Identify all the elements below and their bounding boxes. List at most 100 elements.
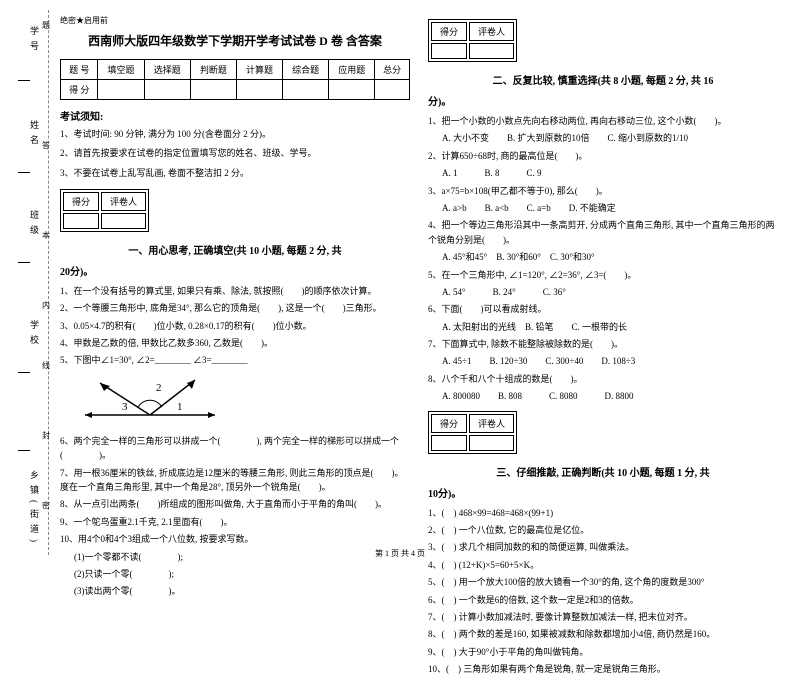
q2-4: 4、把一个等边三角形沿其中一条高剪开, 分成两个直角三角形, 其中一个直角三角形… bbox=[428, 218, 778, 247]
side-label-id: 学号 bbox=[28, 26, 41, 56]
right-column: 得分 评卷人 二、反复比较, 慎重选择(共 8 小题, 每题 2 分, 共 16… bbox=[428, 15, 778, 680]
cell bbox=[98, 80, 144, 100]
q3-9: 9、( ) 大于90°小于平角的角叫做钝角。 bbox=[428, 645, 778, 659]
q3-8: 8、( ) 两个数的差是160, 如果被减数和除数都增加小4倍, 商仍然是160… bbox=[428, 627, 778, 641]
q1-3: 3、0.05×4.7的积有( )位小数, 0.28×0.17的积有( )位小数。 bbox=[60, 319, 410, 333]
angle-label-3: 3 bbox=[122, 401, 128, 413]
angle-diagram: 1 2 3 bbox=[80, 375, 220, 425]
dashed-line bbox=[48, 10, 49, 555]
side-label-class: 班级 bbox=[28, 210, 41, 240]
q2-5: 5、在一个三角形中, ∠1=120°, ∠2=36°, ∠3=( )。 bbox=[428, 268, 778, 282]
section1-title: 一、用心思考, 正确填空(共 10 小题, 每题 2 分, 共 bbox=[60, 242, 410, 257]
q2-1: 1、把一个小数的小数点先向右移动两位, 再向右移动三位, 这个小数( )。 bbox=[428, 114, 778, 128]
th: 应用题 bbox=[329, 60, 375, 80]
q2-7: 7、下面算式中, 除数不能整除被除数的是( )。 bbox=[428, 337, 778, 351]
score-label: 得分 bbox=[431, 414, 467, 433]
th: 填空题 bbox=[98, 60, 144, 80]
page-footer: 第 1 页 共 4 页 bbox=[0, 548, 800, 559]
q2-3-opt: A. a>b B. a<b C. a=b D. 不能确定 bbox=[428, 201, 778, 215]
q3-2: 2、( ) 一个八位数, 它的最高位是亿位。 bbox=[428, 523, 778, 537]
angle-label-1: 1 bbox=[177, 401, 183, 413]
q3-7: 7、( ) 计算小数加减法时, 要像计算整数加减法一样, 把末位对齐。 bbox=[428, 610, 778, 624]
q2-2-opt: A. 1 B. 8 C. 9 bbox=[428, 166, 778, 180]
q2-7-opt: A. 45÷1 B. 120÷30 C. 300÷40 D. 108÷3 bbox=[428, 354, 778, 368]
th: 判断题 bbox=[190, 60, 236, 80]
cell bbox=[431, 43, 467, 59]
q1-4: 4、甲数是乙数的倍, 甲数比乙数多360, 乙数是( )。 bbox=[60, 336, 410, 350]
notice-item: 1、考试时间: 90 分钟, 满分为 100 分(含卷面分 2 分)。 bbox=[60, 127, 410, 142]
angle-label-2: 2 bbox=[156, 382, 162, 394]
score-table: 题 号 填空题 选择题 判断题 计算题 综合题 应用题 总分 得 分 bbox=[60, 59, 410, 100]
th: 题 号 bbox=[61, 60, 98, 80]
cell bbox=[190, 80, 236, 100]
notice-item: 3、不要在试卷上乱写乱画, 卷面不整洁扣 2 分。 bbox=[60, 166, 410, 181]
q3-1: 1、( ) 468×99=468=468×(99+1) bbox=[428, 506, 778, 520]
notice-item: 2、请首先按要求在试卷的指定位置填写您的姓名、班级、学号。 bbox=[60, 146, 410, 161]
score-box: 得分 评卷人 bbox=[428, 411, 517, 454]
side-line bbox=[18, 80, 30, 81]
cell bbox=[144, 80, 190, 100]
side-line bbox=[18, 172, 30, 173]
q1-10c: (3)读出两个零( )。 bbox=[60, 584, 410, 598]
q1-8: 8、从一点引出两条( )所组成的图形叫做角, 大于直角而小于平角的角叫( )。 bbox=[60, 497, 410, 511]
section1-cont: 20分)。 bbox=[60, 263, 410, 278]
score-label: 得分 bbox=[63, 192, 99, 211]
cell bbox=[283, 80, 329, 100]
q1-7: 7、用一根36厘米的铁丝, 折成底边是12厘米的等腰三角形, 则此三角形的顶点是… bbox=[60, 466, 410, 495]
th: 总分 bbox=[375, 60, 410, 80]
q2-5-opt: A. 54° B. 24° C. 36° bbox=[428, 285, 778, 299]
secret-label: 绝密★启用前 bbox=[60, 15, 410, 26]
left-column: 绝密★启用前 西南师大版四年级数学下学期开学考试试卷 D 卷 含答案 题 号 填… bbox=[60, 15, 410, 680]
cell bbox=[469, 43, 514, 59]
cell bbox=[101, 213, 146, 229]
q2-6-opt: A. 太阳射出的光线 B. 铅笔 C. 一根带的长 bbox=[428, 320, 778, 334]
q1-6: 6、两个完全一样的三角形可以拼成一个( ), 两个完全一样的梯形可以拼成一个( … bbox=[60, 434, 410, 463]
score-label: 得分 bbox=[431, 22, 467, 41]
q3-6: 6、( ) 一个数是6的倍数, 这个数一定是2和3的倍数。 bbox=[428, 593, 778, 607]
seal-char: 封 bbox=[42, 430, 50, 441]
th: 计算题 bbox=[236, 60, 282, 80]
q1-2: 2、一个等腰三角形中, 底角是34°, 那么它的顶角是( ), 这是一个( )三… bbox=[60, 301, 410, 315]
q2-6: 6、下面( )可以看成射线。 bbox=[428, 302, 778, 316]
q2-1-opt: A. 大小不变 B. 扩大到原数的10倍 C. 缩小到原数的1/10 bbox=[428, 131, 778, 145]
seal-char: 题 bbox=[42, 20, 50, 31]
section2-cont: 分)。 bbox=[428, 93, 778, 108]
q3-10: 10、( ) 三角形如果有两个角是锐角, 就一定是锐角三角形。 bbox=[428, 662, 778, 676]
side-line bbox=[18, 372, 30, 373]
content-columns: 绝密★启用前 西南师大版四年级数学下学期开学考试试卷 D 卷 含答案 题 号 填… bbox=[60, 0, 800, 680]
cell bbox=[469, 435, 514, 451]
seal-char: 密 bbox=[42, 500, 50, 511]
side-line bbox=[18, 450, 30, 451]
score-box: 得分 评卷人 bbox=[60, 189, 149, 232]
cell bbox=[431, 435, 467, 451]
notice-heading: 考试须知: bbox=[60, 108, 410, 123]
grader-label: 评卷人 bbox=[469, 414, 514, 433]
q3-4: 4、( ) (12+K)×5=60+5×K。 bbox=[428, 558, 778, 572]
binding-sidebar: 学号 姓名 班级 学校 乡镇(街道) 题 答 本 内 线 封 密 bbox=[0, 0, 55, 565]
seal-char: 内 bbox=[42, 300, 50, 311]
cell bbox=[329, 80, 375, 100]
side-label-name: 姓名 bbox=[28, 120, 41, 150]
q1-5: 5、下图中∠1=30°, ∠2=________ ∠3=________ bbox=[60, 353, 410, 367]
q2-3: 3、a×75=b×108(甲乙都不等于0), 那么( )。 bbox=[428, 184, 778, 198]
q2-2: 2、计算650÷68时, 商的最高位是( )。 bbox=[428, 149, 778, 163]
q2-8-opt: A. 800080 B. 808 C. 8080 D. 8800 bbox=[428, 389, 778, 403]
side-label-school: 学校 bbox=[28, 320, 41, 350]
q2-4-opt: A. 45°和45° B. 30°和60° C. 30°和30° bbox=[428, 250, 778, 264]
q1-10: 10、用4个0和4个3组成一个八位数, 按要求写数。 bbox=[60, 532, 410, 546]
section3-title: 三、仔细推敲, 正确判断(共 10 小题, 每题 1 分, 共 bbox=[428, 464, 778, 479]
q1-1: 1、在一个没有括号的算式里, 如果只有乘、除法, 就按照( )的顺序依次计算。 bbox=[60, 284, 410, 298]
seal-char: 线 bbox=[42, 360, 50, 371]
th: 综合题 bbox=[283, 60, 329, 80]
th: 选择题 bbox=[144, 60, 190, 80]
cell bbox=[236, 80, 282, 100]
section3-cont: 10分)。 bbox=[428, 485, 778, 500]
seal-char: 答 bbox=[42, 140, 50, 151]
q1-9: 9、一个鸵鸟蛋重2.1千克, 2.1里面有( )。 bbox=[60, 515, 410, 529]
row-label: 得 分 bbox=[61, 80, 98, 100]
q3-5: 5、( ) 用一个放大100倍的放大镜看一个30°的角, 这个角的度数是300° bbox=[428, 575, 778, 589]
seal-char: 本 bbox=[42, 230, 50, 241]
exam-title: 西南师大版四年级数学下学期开学考试试卷 D 卷 含答案 bbox=[60, 32, 410, 49]
side-line bbox=[18, 262, 30, 263]
cell bbox=[63, 213, 99, 229]
